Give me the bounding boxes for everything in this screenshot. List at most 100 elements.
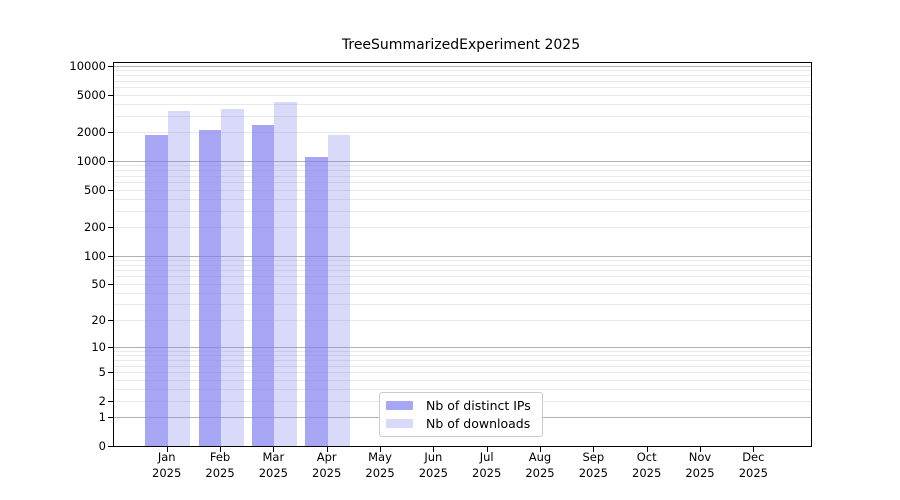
bar-nb-of-distinct-ips-apr bbox=[305, 157, 328, 446]
y-tick bbox=[108, 417, 113, 419]
y-tick-label: 2 bbox=[98, 393, 106, 408]
x-tick-label: Sep 2025 bbox=[578, 450, 608, 480]
y-tick-label: 500 bbox=[84, 182, 106, 197]
gridline-minor bbox=[114, 175, 811, 177]
gridline-major bbox=[114, 160, 811, 162]
y-tick bbox=[108, 400, 113, 402]
gridline-minor bbox=[114, 320, 811, 322]
gridline-minor bbox=[114, 227, 811, 229]
gridline-minor bbox=[114, 165, 811, 167]
y-tick bbox=[108, 255, 113, 257]
chart-title: TreeSummarizedExperiment 2025 bbox=[341, 37, 581, 53]
gridline-minor bbox=[114, 132, 811, 134]
legend: Nb of distinct IPs Nb of downloads bbox=[379, 392, 543, 437]
gridline-minor bbox=[114, 259, 811, 261]
x-tick bbox=[326, 447, 328, 452]
gridline-minor bbox=[114, 70, 811, 72]
x-tick bbox=[433, 447, 435, 452]
gridline-minor bbox=[114, 355, 811, 357]
x-tick-label: Apr 2025 bbox=[312, 450, 342, 480]
gridline-major bbox=[114, 65, 811, 67]
gridline-minor bbox=[114, 372, 811, 374]
y-tick-label: 1000 bbox=[76, 153, 106, 168]
y-tick bbox=[108, 372, 113, 374]
x-tick-label: Oct 2025 bbox=[632, 450, 662, 480]
x-tick-label: Aug 2025 bbox=[525, 450, 555, 480]
y-tick bbox=[108, 189, 113, 191]
y-tick bbox=[108, 320, 113, 322]
gridline-minor bbox=[114, 351, 811, 352]
y-tick-label: 10000 bbox=[69, 58, 106, 73]
gridline-minor bbox=[114, 270, 811, 272]
gridline-minor bbox=[114, 304, 811, 306]
gridline-major bbox=[114, 255, 811, 257]
x-tick-label: Nov 2025 bbox=[685, 450, 715, 480]
x-tick-label: Mar 2025 bbox=[258, 450, 288, 480]
legend-item-downloads: Nb of downloads bbox=[386, 416, 536, 431]
gridline-minor bbox=[114, 182, 811, 183]
x-tick bbox=[753, 447, 755, 452]
x-tick-label: Jan 2025 bbox=[152, 450, 182, 480]
y-tick-label: 10 bbox=[91, 340, 106, 355]
x-tick-label: May 2025 bbox=[365, 450, 395, 480]
bar-nb-of-distinct-ips-feb bbox=[198, 130, 222, 446]
y-tick-label: 1 bbox=[98, 410, 106, 425]
gridline-minor bbox=[114, 379, 811, 381]
gridline-minor bbox=[114, 198, 811, 200]
bars-layer bbox=[114, 63, 811, 446]
bar-nb-of-distinct-ips-jan bbox=[145, 134, 168, 446]
plot-area bbox=[113, 62, 812, 447]
gridline-minor bbox=[114, 388, 811, 390]
y-tick-label: 50 bbox=[91, 276, 106, 291]
bar-nb-of-downloads-feb bbox=[221, 109, 244, 446]
y-tick bbox=[108, 227, 113, 229]
legend-swatch-distinct-ips bbox=[386, 401, 413, 410]
x-tick bbox=[646, 447, 648, 452]
gridline-minor bbox=[114, 94, 811, 96]
y-tick-label: 200 bbox=[84, 220, 106, 235]
y-tick-label: 5000 bbox=[76, 87, 106, 102]
gridline-minor bbox=[114, 210, 811, 212]
legend-label-downloads: Nb of downloads bbox=[426, 416, 531, 431]
y-tick-label: 5 bbox=[98, 365, 106, 380]
gridline-minor bbox=[114, 75, 811, 77]
gridline-minor bbox=[114, 103, 811, 105]
bar-nb-of-downloads-apr bbox=[327, 134, 351, 446]
x-tick bbox=[380, 447, 382, 452]
x-tick-label: Jun 2025 bbox=[418, 450, 448, 480]
y-tick bbox=[108, 446, 113, 447]
x-tick bbox=[700, 447, 701, 452]
y-tick bbox=[108, 132, 113, 134]
y-tick bbox=[108, 283, 113, 285]
y-tick bbox=[108, 65, 113, 67]
x-tick-label: Dec 2025 bbox=[738, 450, 768, 480]
y-tick-label: 20 bbox=[91, 313, 106, 328]
gridline-major bbox=[114, 347, 811, 349]
bar-nb-of-distinct-ips-mar bbox=[251, 124, 275, 446]
x-tick bbox=[273, 447, 275, 452]
y-tick bbox=[108, 347, 113, 349]
x-tick bbox=[166, 447, 168, 452]
gridline-minor bbox=[114, 360, 811, 362]
grid-layer bbox=[114, 63, 811, 446]
y-tick bbox=[108, 160, 113, 162]
gridline-minor bbox=[114, 276, 811, 278]
y-tick-label: 0 bbox=[98, 439, 106, 453]
gridline-minor bbox=[114, 283, 811, 285]
gridline-minor bbox=[114, 292, 811, 294]
y-tick bbox=[108, 94, 113, 96]
legend-label-distinct-ips: Nb of distinct IPs bbox=[426, 398, 531, 413]
y-tick-label: 100 bbox=[84, 248, 106, 263]
x-tick bbox=[540, 447, 541, 452]
x-tick-label: Feb 2025 bbox=[205, 450, 235, 480]
x-tick bbox=[593, 447, 595, 452]
gridline-minor bbox=[114, 87, 811, 89]
gridline-minor bbox=[114, 365, 811, 367]
x-tick bbox=[486, 447, 488, 452]
y-tick-label: 2000 bbox=[76, 125, 106, 140]
x-tick bbox=[220, 447, 222, 452]
x-tick-label: Jul 2025 bbox=[472, 450, 502, 480]
gridline-minor bbox=[114, 115, 811, 117]
bar-nb-of-downloads-jan bbox=[167, 110, 191, 446]
